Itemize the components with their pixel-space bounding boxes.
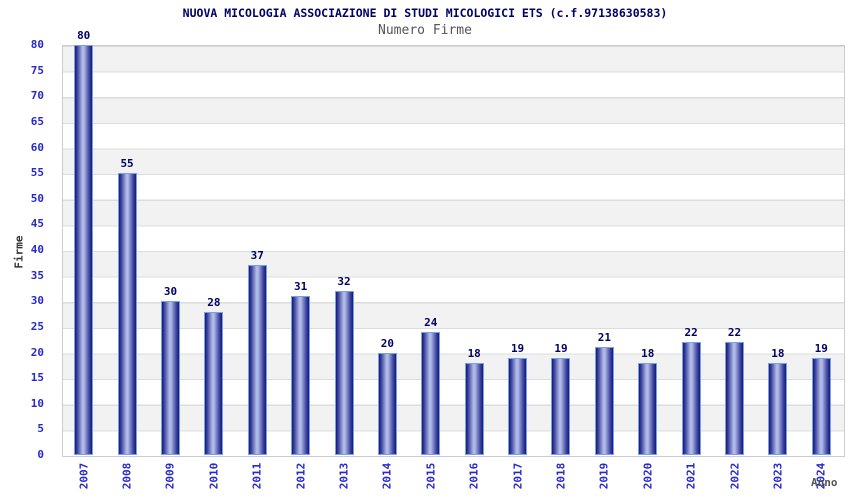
bar-value-label: 37 [250,249,264,263]
chart-title: NUOVA MICOLOGIA ASSOCIAZIONE DI STUDI MI… [182,6,668,20]
bar-2008 [117,173,137,455]
y-tick-label: 20 [30,345,44,359]
y-tick-label: 50 [30,191,44,205]
x-tick-label: 2008 [120,462,134,490]
x-tick-label: 2021 [684,462,698,490]
x-tick-label: 2011 [250,462,264,490]
y-tick-label: 0 [37,448,44,461]
bar-2023 [768,362,788,455]
x-tick-label: 2020 [641,462,655,490]
x-tick-label: 2009 [163,462,177,490]
bar-2012 [291,296,311,455]
x-tick-label: 2023 [771,462,785,490]
bar-2011 [247,265,267,455]
bar-value-label: 19 [814,341,828,355]
x-tick-label: 2015 [424,462,438,490]
bar-2014 [377,352,397,455]
bar-value-label: 31 [294,280,308,294]
bar-value-label: 55 [120,157,134,171]
plot-area [62,45,845,457]
bar-value-label: 18 [771,346,785,360]
bar-value-label: 22 [684,326,698,340]
x-tick-label: 2010 [207,462,221,490]
y-tick-label: 25 [30,319,44,333]
bar-2013 [334,291,354,455]
y-tick-label: 65 [30,114,44,128]
y-tick-label: 35 [30,268,44,282]
x-tick-label: 2018 [554,462,568,490]
y-tick-label: 80 [30,38,44,51]
bar-value-label: 28 [207,295,221,309]
bar-value-label: 32 [337,275,351,288]
y-tick-label: 75 [30,63,44,77]
x-tick-label: 2016 [467,462,481,490]
bar-2018 [551,357,571,455]
bar-2009 [160,301,180,455]
bar-2021 [681,342,701,455]
x-tick-label: 2012 [294,462,308,490]
bar-value-label: 21 [597,331,611,345]
bar-value-label: 18 [467,346,481,360]
y-tick-label: 5 [37,422,44,436]
bar-2019 [594,347,614,455]
bar-value-label: 24 [424,316,438,329]
bar-value-label: 20 [380,336,395,350]
x-tick-label: 2019 [597,462,611,490]
y-tick-label: 30 [30,294,44,308]
y-tick-label: 45 [30,217,44,231]
x-tick-label: 2013 [337,462,351,490]
bar-value-label: 80 [77,29,91,42]
bar-value-label: 22 [727,326,742,340]
bar-2010 [204,311,224,455]
bar-value-label: 30 [163,285,178,299]
x-tick-label: 2007 [77,462,91,490]
bar-2016 [464,362,484,455]
bar-value-label: 18 [641,346,655,360]
x-tick-label: 2017 [511,462,525,490]
bar-value-label: 19 [554,341,568,355]
y-tick-label: 55 [30,166,44,180]
x-tick-label: 2014 [380,462,394,490]
bar-value-label: 19 [510,341,525,355]
bar-2024 [811,357,831,455]
bar-2007 [74,45,94,455]
y-tick-label: 60 [30,140,44,154]
y-tick-label: 10 [30,396,44,410]
x-tick-label: 2022 [728,462,742,490]
y-tick-label: 70 [30,89,44,103]
y-tick-label: 40 [30,243,44,256]
y-tick-label: 15 [30,371,44,385]
bar-2022 [725,342,745,455]
bar-2015 [421,332,441,455]
bar-2020 [638,362,658,455]
chart-subtitle: Numero Firme [378,23,472,38]
x-axis-title: Anno [811,476,838,489]
bar-2017 [508,357,528,455]
